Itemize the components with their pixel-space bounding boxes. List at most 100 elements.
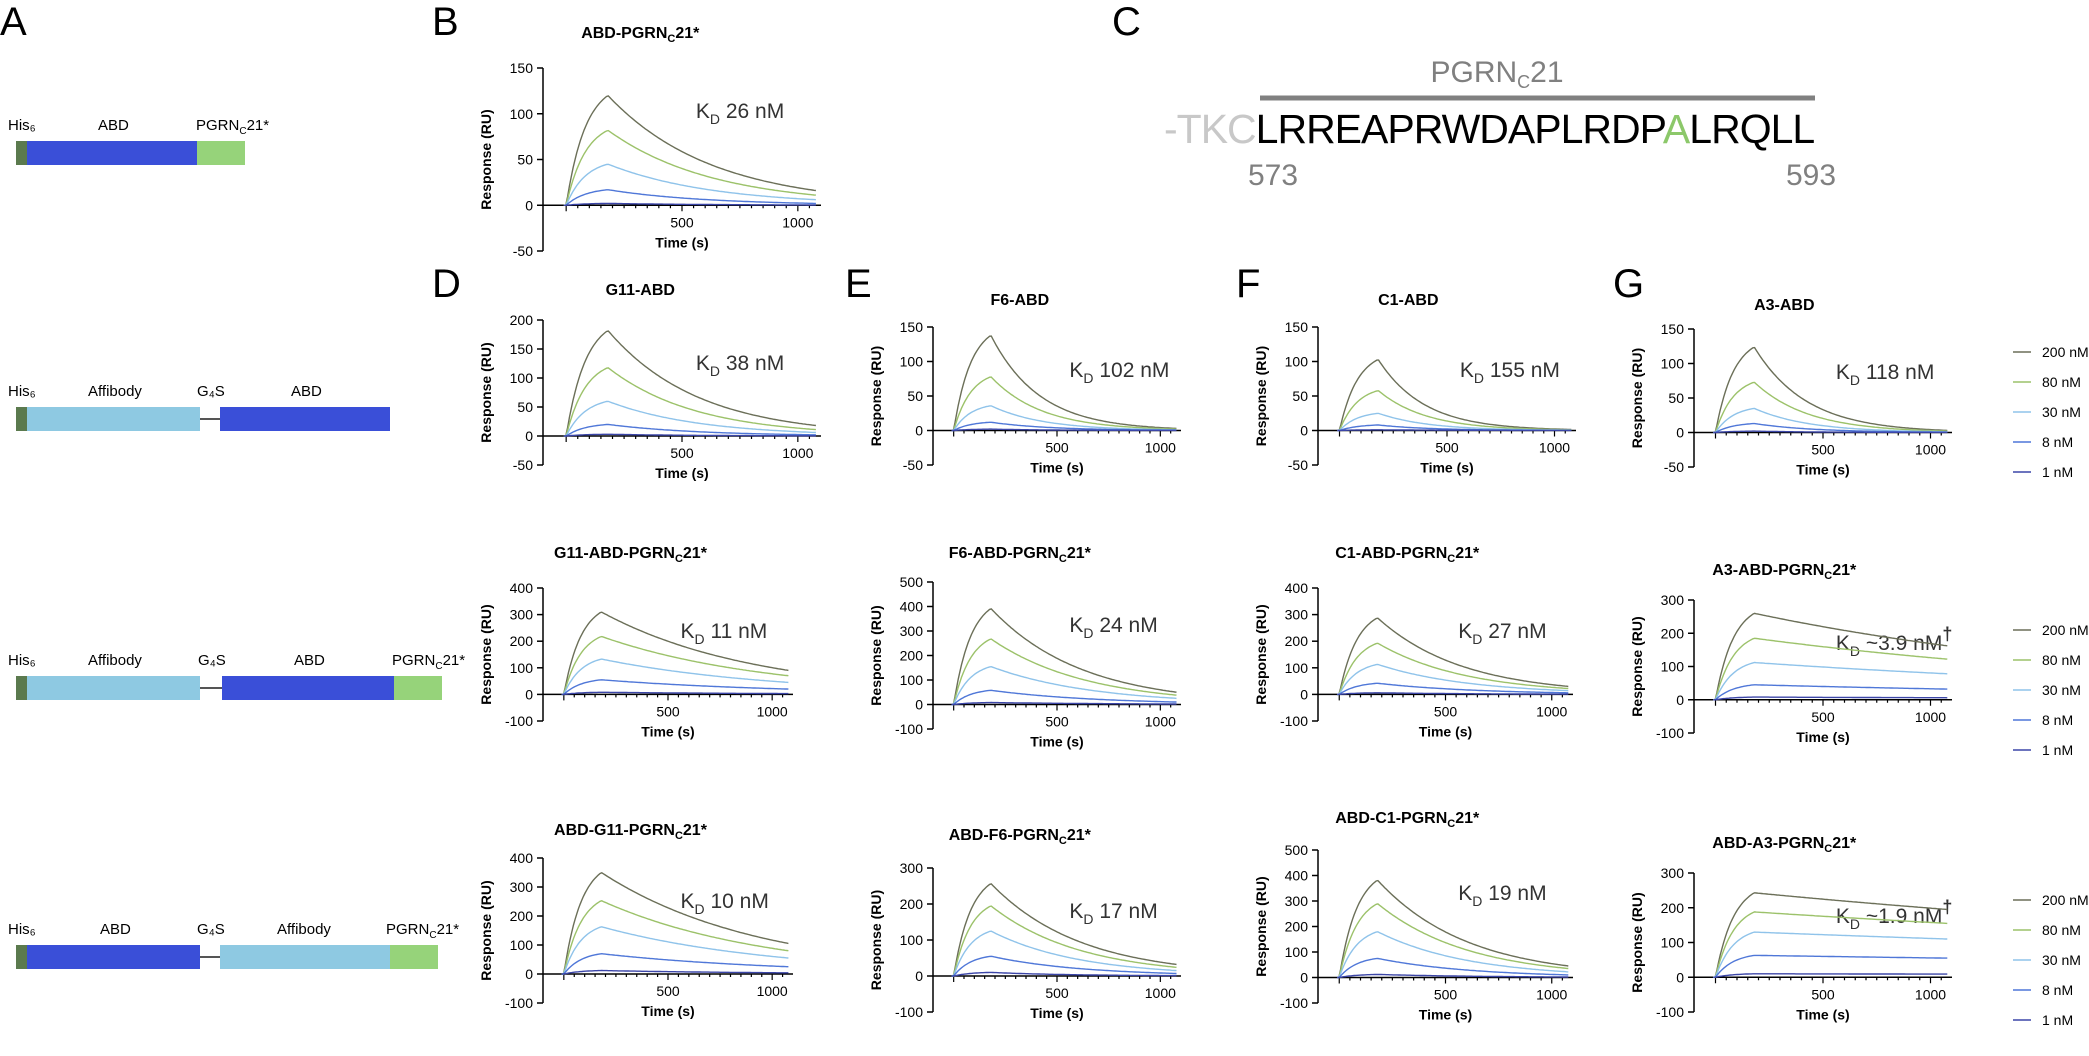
y-tick-label: 0 [525, 428, 533, 444]
x-axis-label: Time (s) [641, 1003, 694, 1019]
y-tick-label: 100 [510, 937, 534, 953]
y-tick-label: 300 [510, 879, 534, 895]
legend-label: 8 nM [2042, 712, 2073, 728]
panel-letter-c: C [1112, 0, 1141, 44]
kd-annotation: KD 19 nM [1458, 882, 1546, 909]
kd-annotation: KD 38 nM [696, 352, 784, 379]
x-tick-label: 500 [1434, 703, 1458, 719]
y-tick-label: -100 [1280, 995, 1308, 1011]
chart-title: ABD-C1-PGRNC21* [1335, 810, 1480, 830]
chart-title: C1-ABD-PGRNC21* [1335, 545, 1480, 565]
y-tick-label: 100 [1285, 354, 1309, 370]
series-line-0 [1337, 617, 1569, 696]
y-tick-label: 0 [1676, 692, 1684, 708]
his-tag-segment [16, 945, 27, 969]
y-tick-label: 0 [1300, 970, 1308, 986]
y-tick-label: 400 [900, 599, 924, 615]
legend-label: 8 nM [2042, 982, 2073, 998]
y-tick-label: 0 [525, 686, 533, 702]
y-tick-label: 200 [1661, 625, 1685, 641]
series-line-2 [563, 400, 816, 437]
y-tick-label: 400 [1285, 868, 1309, 884]
legend-label: 30 nM [2042, 952, 2081, 968]
y-tick-label: 50 [1292, 388, 1308, 404]
series-line-4 [563, 433, 816, 437]
x-axis-label: Time (s) [1420, 460, 1473, 476]
abd-label: ABD [294, 652, 325, 669]
y-tick-label: 50 [907, 388, 923, 404]
y-axis-label: Response (RU) [478, 109, 494, 209]
sequence-residues: -TKCLRREAPRWDAPLRDPALRQLL [1164, 106, 1814, 152]
series-line-2 [1337, 663, 1569, 696]
his-tag-segment [16, 141, 27, 165]
linker-label: G₄S [197, 921, 225, 938]
y-tick-label: 500 [1285, 842, 1309, 858]
x-axis-label: Time (s) [1419, 1007, 1472, 1023]
series-line-0 [563, 330, 816, 437]
y-tick-label: -100 [895, 1004, 923, 1020]
x-tick-label: 500 [670, 214, 694, 230]
series-line-2 [1713, 661, 1948, 701]
chart-title: ABD-A3-PGRNC21* [1712, 835, 1857, 855]
x-tick-label: 1000 [1539, 440, 1570, 456]
y-tick-label: 300 [1285, 893, 1309, 909]
x-tick-label: 1000 [1145, 714, 1176, 730]
y-tick-label: -100 [1280, 713, 1308, 729]
series-line-2 [951, 665, 1177, 706]
x-tick-label: 500 [1045, 714, 1069, 730]
affibody-label: Affibody [88, 652, 142, 669]
abd-label: ABD [100, 921, 131, 938]
y-tick-label: 100 [1285, 944, 1309, 960]
y-tick-label: 300 [510, 607, 534, 623]
y-axis-label: Response (RU) [1253, 876, 1269, 976]
series-line-1 [1337, 642, 1569, 696]
series-line-4 [1713, 696, 1948, 701]
legend: 200 nM 80 nM 30 nM 8 nM 1 nM [2013, 622, 2089, 758]
series-line-3 [563, 423, 816, 437]
chart-f1: -50 0 50 100 150 500 1000 Time (s) Response (RU)… [1253, 292, 1576, 476]
his-tag-label: His₆ [8, 921, 36, 938]
series-line-2 [1713, 931, 1948, 978]
y-tick-label: 200 [1285, 633, 1309, 649]
x-tick-label: 500 [1811, 986, 1835, 1002]
y-tick-label: 100 [900, 672, 924, 688]
series-line-1 [563, 129, 816, 206]
affibody-segment [220, 945, 390, 969]
pgrn-segment [394, 676, 442, 700]
x-tick-label: 500 [1434, 987, 1458, 1003]
y-tick-label: 0 [1300, 423, 1308, 439]
y-tick-label: 300 [1285, 607, 1309, 623]
x-tick-label: 1000 [1915, 709, 1946, 725]
legend-label: 30 nM [2042, 404, 2081, 420]
y-axis-label: Response (RU) [868, 605, 884, 705]
y-tick-label: 400 [510, 580, 534, 596]
chart-title: ABD-G11-PGRNC21* [554, 822, 708, 842]
x-tick-label: 1000 [1536, 703, 1567, 719]
panel-letter-g: G [1613, 262, 1645, 306]
y-tick-label: 100 [510, 106, 534, 122]
sequence-start-number: 573 [1248, 159, 1298, 192]
legend-label: 80 nM [2042, 652, 2081, 668]
y-axis-label: Response (RU) [868, 890, 884, 990]
sequence-title: PGRNC21 [1430, 56, 1563, 92]
legend-label: 1 nM [2042, 464, 2073, 480]
x-tick-label: 500 [656, 983, 680, 999]
legend: 200 nM 80 nM 30 nM 8 nM 1 nM [2013, 344, 2089, 480]
chart-title: A3-ABD-PGRNC21* [1712, 562, 1857, 582]
legend-label: 80 nM [2042, 374, 2081, 390]
y-tick-label: 150 [900, 319, 924, 335]
y-tick-label: 150 [510, 60, 534, 76]
affibody-label: Affibody [277, 921, 331, 938]
y-tick-label: 50 [1668, 390, 1684, 406]
panel-letter-a: A [0, 0, 27, 44]
y-tick-label: 0 [525, 197, 533, 213]
x-axis-label: Time (s) [1030, 460, 1083, 476]
y-tick-label: 200 [900, 896, 924, 912]
series-line-2 [561, 926, 789, 975]
pgrn-segment [390, 945, 438, 969]
series-line-1 [1713, 381, 1948, 434]
chart-f2: -100 0 100 200 300 400 500 1000 Time (s) Response… [1253, 545, 1573, 739]
y-tick-label: 400 [1285, 580, 1309, 596]
series-line-0 [1713, 346, 1948, 434]
kd-annotation: KD 27 nM [1458, 620, 1546, 647]
